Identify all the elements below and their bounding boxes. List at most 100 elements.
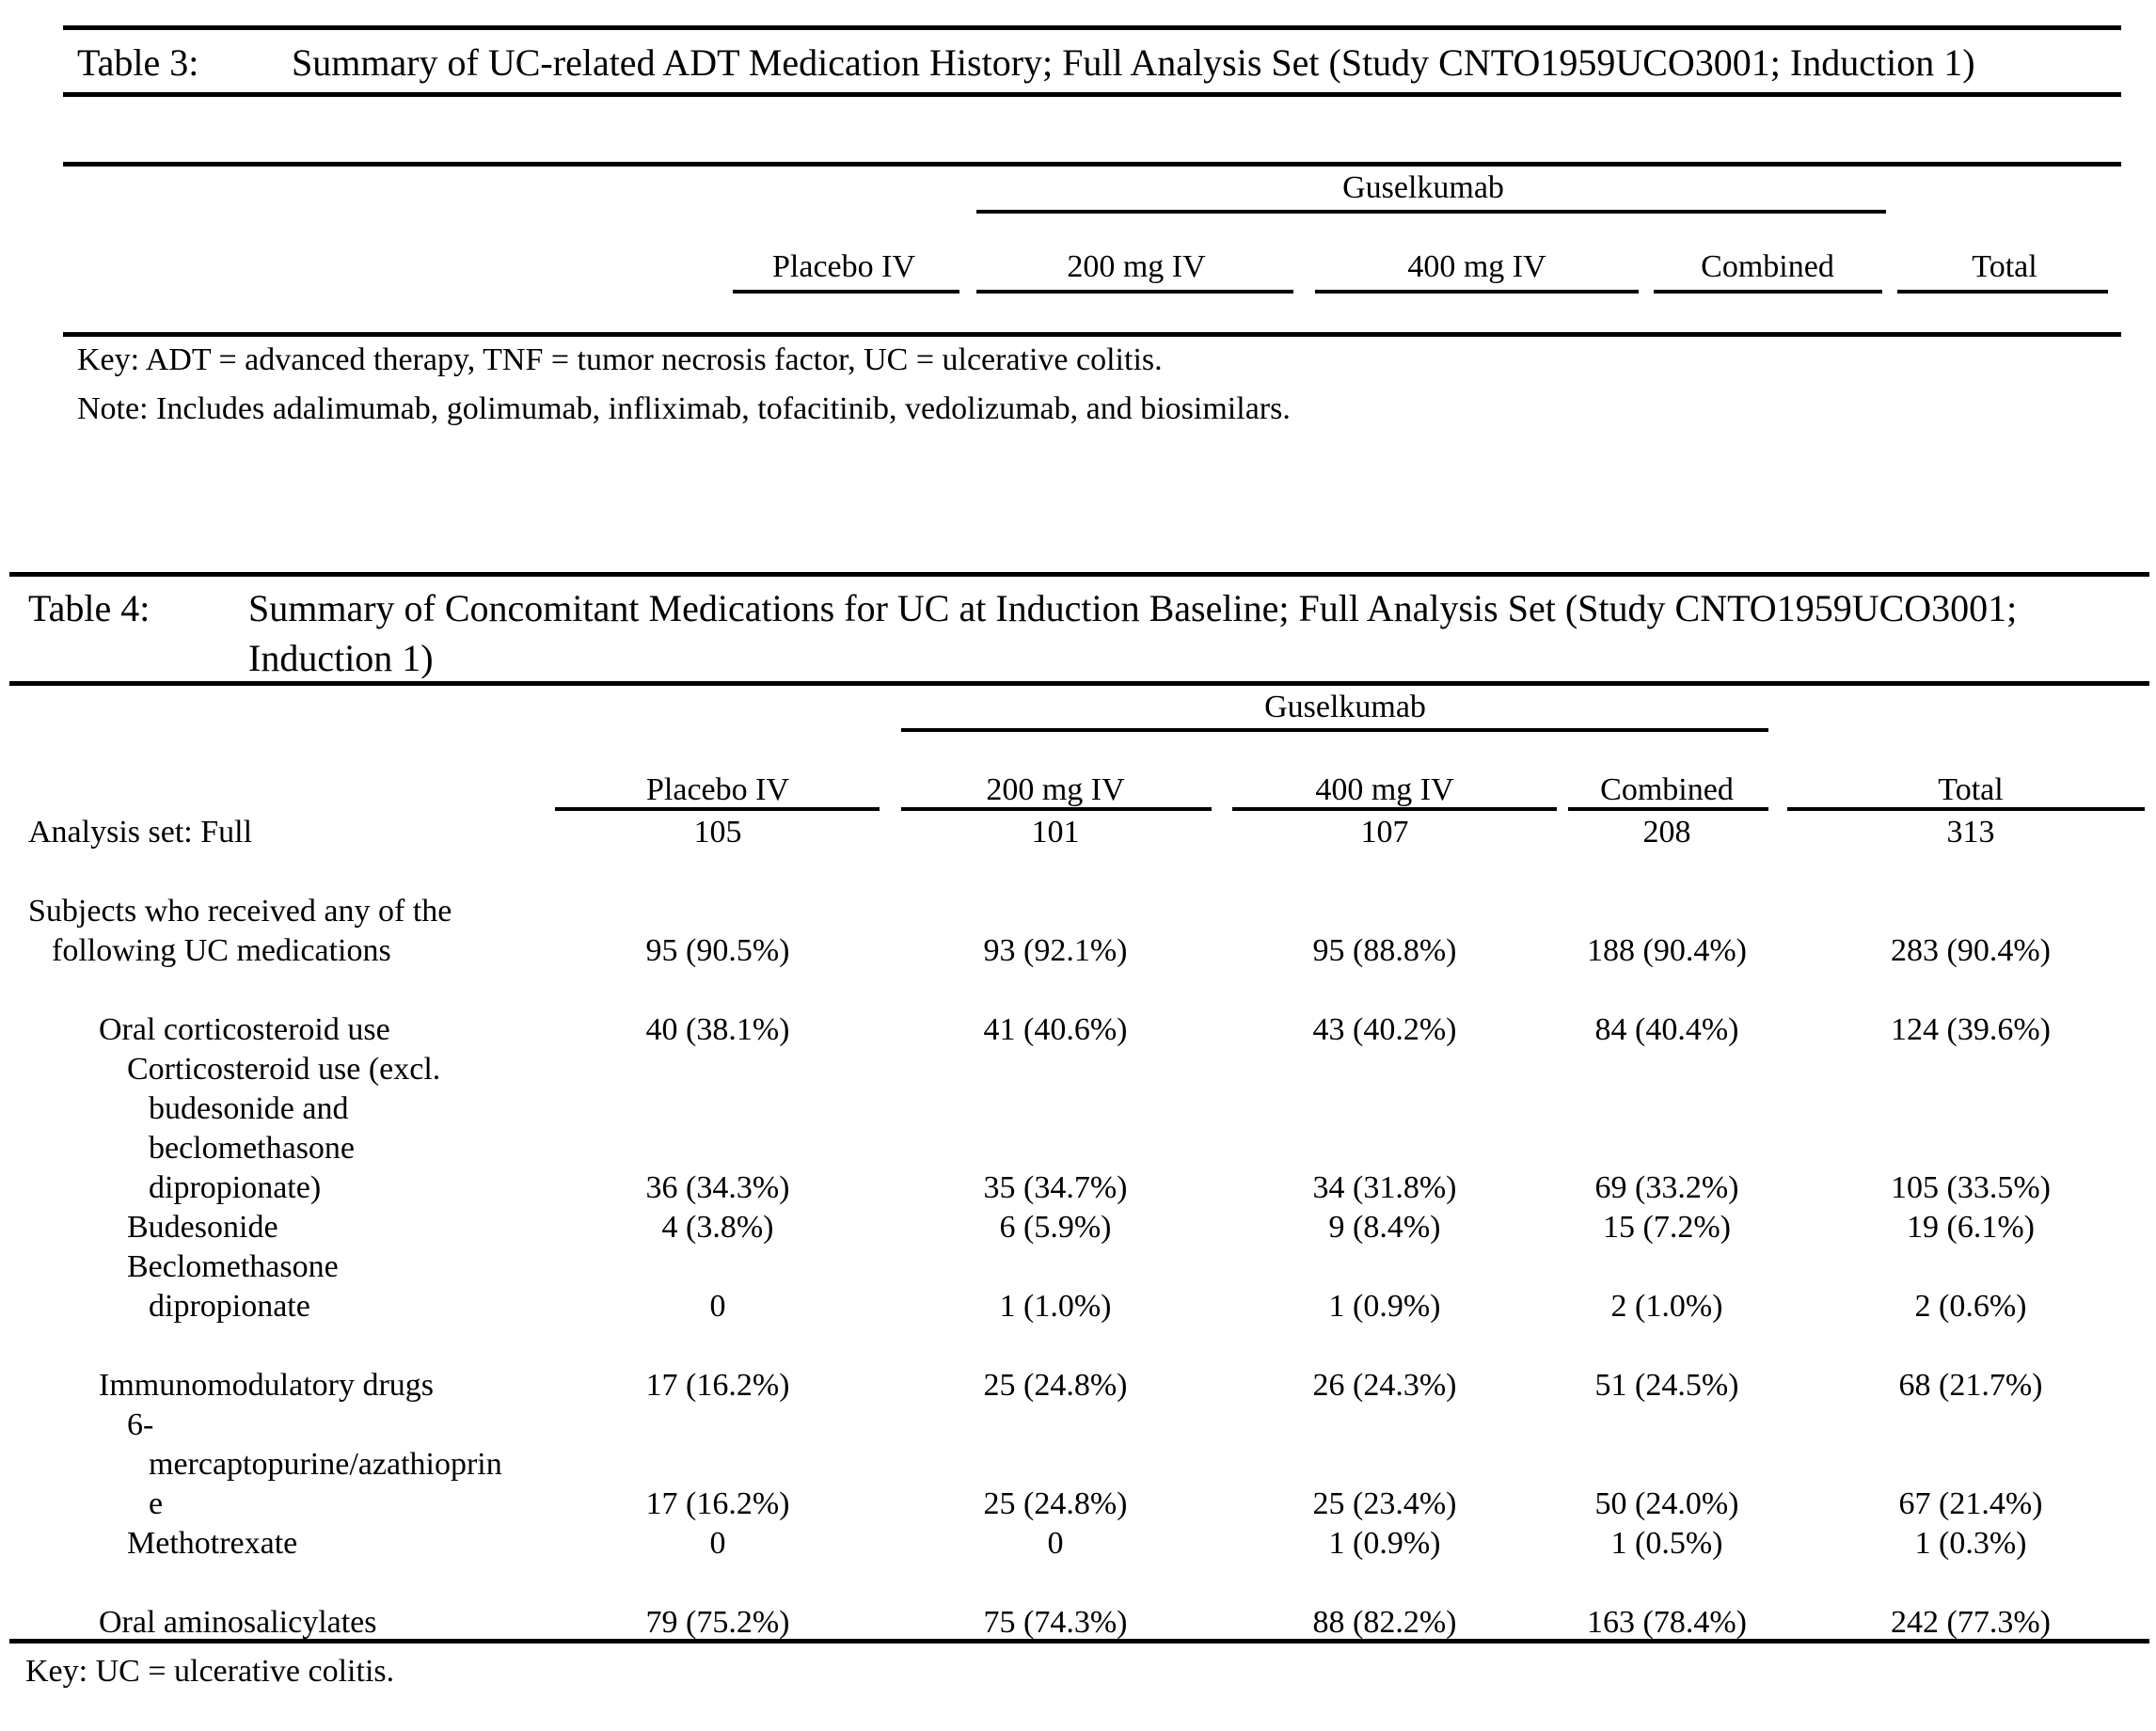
table4-row-label: Corticosteroid use (excl. xyxy=(127,1052,441,1087)
table4-row-label: Methotrexate xyxy=(127,1526,298,1561)
table4-column-underline-1 xyxy=(555,807,880,811)
table4-row-label: Oral corticosteroid use xyxy=(99,1012,390,1047)
table3-note: Note: Includes adalimumab, golimumab, in… xyxy=(77,391,1291,426)
table4-row-label: following UC medications xyxy=(52,933,391,968)
table4-row-label: e xyxy=(149,1486,164,1521)
table4-key: Key: UC = ulcerative colitis. xyxy=(25,1654,395,1689)
table4-title-rule xyxy=(9,681,2149,686)
table4-cell-value: 95 (90.5%) xyxy=(645,933,790,968)
table4-cell-value: 105 (33.5%) xyxy=(1891,1170,2051,1205)
table4-cell-value: 0 xyxy=(709,1526,726,1561)
table3-column-underline-4 xyxy=(1654,290,1882,294)
table3-column-underline-3 xyxy=(1315,290,1639,294)
table4-bottom-rule xyxy=(9,1639,2149,1644)
table4-row-label: 6- xyxy=(127,1407,154,1442)
table4-column-header-1: Placebo IV xyxy=(645,772,790,807)
table4-cell-value: 34 (31.8%) xyxy=(1312,1170,1457,1205)
table4-top-rule xyxy=(9,572,2149,577)
table4-cell-value: 1 (0.5%) xyxy=(1610,1526,1723,1561)
table4-cell-value: 283 (90.4%) xyxy=(1891,933,2051,968)
table3-column-underline-2 xyxy=(976,290,1293,294)
table3-title-rule xyxy=(63,92,2121,97)
table3-column-header-5: Total xyxy=(1972,249,2037,284)
table4-cell-value: 2 (1.0%) xyxy=(1610,1289,1723,1324)
table4-cell-value: 17 (16.2%) xyxy=(645,1486,790,1521)
table4-cell-value: 105 xyxy=(693,815,742,850)
table3-column-header-2: 200 mg IV xyxy=(1067,249,1206,284)
table4-cell-value: 69 (33.2%) xyxy=(1594,1170,1739,1205)
table4-cell-value: 17 (16.2%) xyxy=(645,1368,790,1403)
table4-column-underline-4 xyxy=(1568,807,1768,811)
table4-row-label: mercaptopurine/azathioprin xyxy=(149,1447,502,1482)
table3-column-underline-1 xyxy=(733,290,959,294)
table4-cell-value: 67 (21.4%) xyxy=(1898,1486,2043,1521)
table4-cell-value: 4 (3.8%) xyxy=(661,1210,774,1245)
table4-cell-value: 41 (40.6%) xyxy=(983,1012,1128,1047)
table4-cell-value: 1 (1.0%) xyxy=(999,1289,1112,1324)
table4-cell-value: 19 (6.1%) xyxy=(1907,1210,2035,1245)
table4-cell-value: 40 (38.1%) xyxy=(645,1012,790,1047)
table4-cell-value: 208 xyxy=(1642,815,1691,850)
table3-title: Summary of UC-related ADT Medication His… xyxy=(292,41,1975,84)
table4-row-label: Subjects who received any of the xyxy=(28,894,452,929)
table4-row-label: Beclomethasone xyxy=(127,1249,339,1284)
table4-title-line1: Summary of Concomitant Medications for U… xyxy=(248,587,2018,629)
table4-cell-value: 101 xyxy=(1031,815,1080,850)
table4-cell-value: 124 (39.6%) xyxy=(1891,1012,2051,1047)
table4-cell-value: 43 (40.2%) xyxy=(1312,1012,1457,1047)
table3-label: Table 3: xyxy=(77,41,199,84)
table4-cell-value: 93 (92.1%) xyxy=(983,933,1128,968)
table4-row-label: beclomethasone xyxy=(149,1131,356,1166)
table4-cell-value: 79 (75.2%) xyxy=(645,1605,790,1640)
table4-cell-value: 50 (24.0%) xyxy=(1594,1486,1739,1521)
table4-column-header-2: 200 mg IV xyxy=(986,772,1125,807)
table4-title-line2: Induction 1) xyxy=(248,637,434,679)
table4-group-underline xyxy=(901,728,1768,732)
table4-cell-value: 163 (78.4%) xyxy=(1587,1605,1747,1640)
table4-cell-value: 26 (24.3%) xyxy=(1312,1368,1457,1403)
table4-row-label: Immunomodulatory drugs xyxy=(99,1368,435,1403)
table4-cell-value: 36 (34.3%) xyxy=(645,1170,790,1205)
table3-column-header-1: Placebo IV xyxy=(771,249,916,284)
table4-cell-value: 107 xyxy=(1360,815,1409,850)
table4-column-header-4: Combined xyxy=(1600,772,1734,807)
table4-cell-value: 9 (8.4%) xyxy=(1328,1210,1441,1245)
table4-cell-value: 75 (74.3%) xyxy=(983,1605,1128,1640)
table4-cell-value: 35 (34.7%) xyxy=(983,1170,1128,1205)
table4-cell-value: 25 (24.8%) xyxy=(983,1368,1128,1403)
table4-cell-value: 1 (0.9%) xyxy=(1328,1526,1441,1561)
table3-group-underline xyxy=(976,210,1886,214)
table4-cell-value: 2 (0.6%) xyxy=(1914,1289,2027,1324)
table4-cell-value: 1 (0.9%) xyxy=(1328,1289,1441,1324)
table4-cell-value: 25 (23.4%) xyxy=(1312,1486,1457,1521)
table4-row-label: Oral aminosalicylates xyxy=(99,1605,377,1640)
table3-key: Key: ADT = advanced therapy, TNF = tumor… xyxy=(77,342,1163,377)
table4-row-label: budesonide and xyxy=(149,1091,349,1126)
table4-cell-value: 84 (40.4%) xyxy=(1594,1012,1739,1047)
table4-cell-value: 0 xyxy=(1047,1526,1064,1561)
table4-cell-value: 242 (77.3%) xyxy=(1891,1605,2051,1640)
table4-cell-value: 25 (24.8%) xyxy=(983,1486,1128,1521)
table4-cell-value: 6 (5.9%) xyxy=(999,1210,1112,1245)
table4-cell-value: 95 (88.8%) xyxy=(1312,933,1457,968)
table4-cell-value: 313 xyxy=(1946,815,1995,850)
table4-column-underline-5 xyxy=(1787,807,2145,811)
table4-cell-value: 68 (21.7%) xyxy=(1898,1368,2043,1403)
table4-row-label: Analysis set: Full xyxy=(28,815,253,850)
table4-column-underline-3 xyxy=(1232,807,1557,811)
table4-cell-value: 1 (0.3%) xyxy=(1914,1526,2027,1561)
table4-row-label: Budesonide xyxy=(127,1210,278,1245)
table3-column-header-3: 400 mg IV xyxy=(1407,249,1546,284)
table3-header-top-rule xyxy=(63,162,2121,167)
table4-column-header-3: 400 mg IV xyxy=(1315,772,1454,807)
table4-group-header: Guselkumab xyxy=(1264,690,1426,724)
table4-cell-value: 15 (7.2%) xyxy=(1603,1210,1731,1245)
table4-row-label: dipropionate xyxy=(149,1289,310,1324)
table3-column-header-4: Combined xyxy=(1701,249,1834,284)
table4-cell-value: 88 (82.2%) xyxy=(1312,1605,1457,1640)
table3-column-underline-5 xyxy=(1897,290,2108,294)
table4-label: Table 4: xyxy=(28,587,151,629)
table4-cell-value: 188 (90.4%) xyxy=(1587,933,1747,968)
table4-column-underline-2 xyxy=(901,807,1212,811)
